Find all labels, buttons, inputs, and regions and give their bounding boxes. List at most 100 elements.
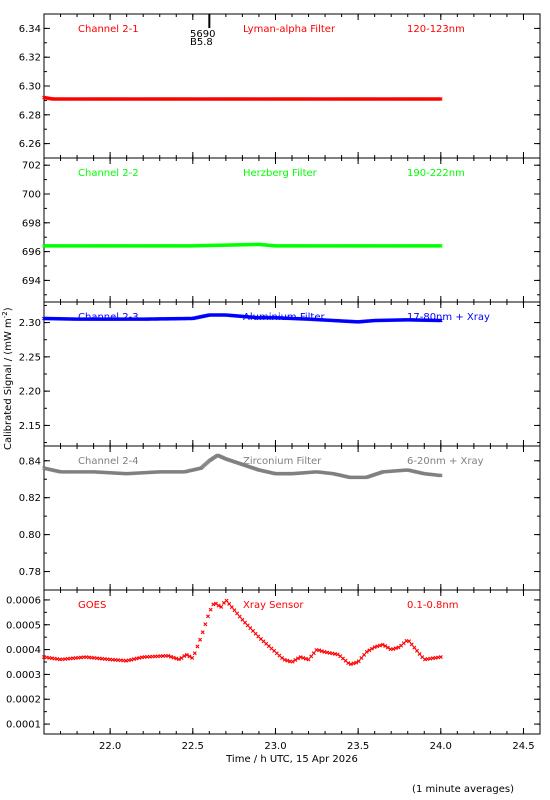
panel-frame — [43, 445, 541, 591]
data-point — [269, 646, 274, 651]
filter-label: Lyman-alpha Filter — [243, 24, 336, 35]
event-marker-label-1: 5690 — [190, 29, 215, 40]
data-point — [168, 654, 173, 659]
y-tick-label: 694 — [22, 276, 41, 287]
y-tick-label: 0.78 — [19, 567, 41, 578]
data-point — [192, 651, 197, 656]
y-tick-label: 0.82 — [19, 493, 41, 504]
data-point — [232, 608, 237, 613]
data-point — [126, 658, 131, 663]
data-point — [131, 657, 136, 662]
data-point — [351, 661, 356, 666]
data-point — [322, 649, 327, 654]
data-point — [437, 97, 442, 101]
y-tick-label: 2.30 — [19, 318, 41, 329]
panel-frame — [43, 301, 541, 447]
data-point — [137, 655, 142, 660]
data-point — [438, 318, 443, 323]
x-tick-label: 24.0 — [430, 741, 452, 752]
data-point — [438, 655, 443, 660]
data-point — [343, 658, 348, 663]
data-point — [396, 645, 401, 650]
data-point — [280, 656, 285, 661]
data-point — [425, 657, 430, 662]
channel-label: GOES — [78, 600, 106, 611]
data-point — [348, 662, 353, 667]
data-point — [206, 614, 210, 619]
data-point — [409, 642, 414, 647]
data-point — [256, 634, 261, 639]
data-point — [385, 645, 390, 650]
data-point — [261, 639, 266, 644]
data-point — [258, 636, 263, 641]
data-point — [430, 656, 435, 661]
data-point — [195, 644, 200, 649]
data-point — [124, 658, 128, 663]
data-point — [319, 649, 324, 654]
data-point — [438, 97, 443, 101]
x-tick-label: 24.5 — [512, 741, 534, 752]
data-point — [417, 651, 422, 656]
x-tick-label: 23.0 — [264, 741, 286, 752]
data-point — [266, 644, 271, 649]
data-point — [309, 654, 314, 659]
data-point — [372, 645, 377, 650]
y-tick-label: 2.15 — [19, 421, 41, 432]
data-point — [383, 644, 388, 648]
data-point — [248, 626, 253, 631]
data-point — [274, 651, 279, 656]
event-marker-label-2: B5.8 — [190, 37, 213, 48]
data-point — [437, 318, 442, 323]
panel-4: 0.78 0.80 0.82 0.84 Channel 2-4 Zirconium Fil… — [19, 445, 541, 591]
data-point — [393, 646, 398, 651]
panel-3: 2.15 2.20 2.25 2.30 Channel 2-3 Aluminium Fil… — [19, 301, 541, 447]
data-point — [370, 646, 375, 651]
data-point — [224, 598, 229, 603]
data-point — [176, 657, 181, 662]
y-tick-label: 2.25 — [19, 352, 41, 363]
data-point — [356, 659, 361, 664]
data-point — [277, 653, 282, 658]
y-tick-label: 0.0004 — [6, 645, 41, 656]
y-tick-label: 700 — [22, 190, 41, 201]
data-point — [295, 656, 300, 661]
data-point — [250, 628, 255, 633]
data-point — [237, 614, 242, 619]
filter-label: Aluminium Filter — [243, 312, 326, 323]
data-point — [272, 648, 277, 653]
x-axis-label: Time / h UTC, 15 Apr 2026 — [225, 754, 358, 765]
data-point — [182, 654, 187, 659]
data-point — [203, 622, 208, 627]
data-point — [303, 656, 308, 661]
y-tick-label: 0.0001 — [6, 720, 41, 731]
data-point — [190, 655, 195, 660]
data-point — [377, 643, 382, 648]
data-point — [187, 654, 192, 659]
y-axis-label-close: ) — [3, 307, 14, 311]
data-point — [171, 655, 176, 660]
data-point — [359, 656, 364, 661]
chart-panels: 6.26 6.28 6.30 6.32 6.34 Channel 2-1 Lyman-alp… — [6, 13, 541, 752]
data-point — [335, 652, 340, 657]
data-point — [306, 657, 311, 662]
data-point — [240, 617, 245, 622]
y-tick-label: 702 — [22, 161, 41, 172]
data-point — [412, 645, 417, 650]
panel-1: 6.26 6.28 6.30 6.32 6.34 Channel 2-1 Lyman-alp… — [19, 13, 541, 159]
y-tick-label: 0.84 — [19, 456, 41, 467]
data-point — [415, 648, 419, 653]
band-label: 190-222nm — [407, 168, 465, 179]
data-point — [219, 604, 224, 609]
y-tick-label: 0.0002 — [6, 695, 41, 706]
channel-label: Channel 2-3 — [78, 312, 139, 323]
y-axis-label-text: Calibrated Signal / (mW m — [3, 318, 14, 450]
y-tick-label: 2.20 — [19, 387, 41, 398]
data-point — [211, 602, 216, 607]
x-tick-label: 23.5 — [347, 741, 369, 752]
data-point — [438, 243, 443, 248]
data-point — [264, 641, 269, 646]
y-tick-label: 698 — [22, 218, 41, 229]
data-point — [290, 659, 295, 664]
data-point — [438, 473, 443, 478]
